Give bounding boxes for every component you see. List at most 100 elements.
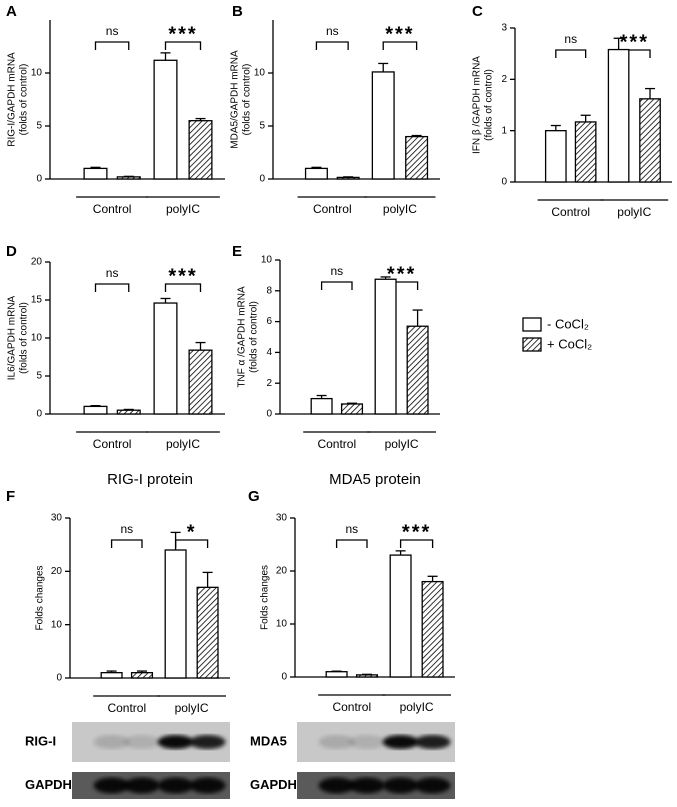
x-tick-label: polyIC [385,437,419,451]
x-tick-label: polyIC [175,701,209,715]
blot-band [93,777,130,794]
y-tick-label: 4 [266,347,272,358]
x-tick-label: polyIC [617,205,651,219]
blot-band [382,777,419,794]
y-axis-label: TNF α /GAPDH mRNA [237,286,248,388]
y-tick-label: 10 [31,68,43,79]
significance-bracket [320,281,353,290]
blot-band [349,777,385,794]
x-tick-label: Control [313,202,352,216]
y-tick-label: 10 [261,255,273,266]
x-tick-label: Control [332,700,371,714]
panel-letter: G [248,488,260,505]
panel-letter: A [6,3,17,20]
y-tick-label: 30 [51,513,63,524]
blot-band [157,777,194,794]
significance-label: *** [168,265,197,287]
blot-label: MDA5 [250,733,287,748]
significance-label: ns [564,32,577,46]
blot-band [414,735,451,749]
y-tick-label: 6 [266,316,272,327]
significance-label: *** [168,23,197,45]
significance-label: *** [402,521,431,543]
panel-letter: F [6,488,15,505]
bar [164,549,187,679]
x-tick-label: polyIC [166,437,200,451]
blot-band [414,777,451,794]
chart-title: RIG-I protein [107,471,193,488]
y-tick-label: 0 [56,673,62,684]
chart-title: MDA5 protein [329,471,421,488]
y-tick-label: 5 [36,121,42,132]
bar [405,135,429,180]
y-tick-label: 0 [281,672,287,683]
y-axis-label: RIG-I/GAPDH mRNA [7,52,18,147]
bar [100,672,123,679]
blot-band [124,777,160,794]
y-tick-label: 5 [259,121,265,132]
significance-label: ns [330,264,343,278]
legend-label: + CoCl₂ [547,336,592,351]
bar [371,71,395,180]
blot-band [189,735,226,749]
y-tick-label: 30 [276,513,288,524]
y-tick-label: 5 [36,371,42,382]
bar [325,671,348,678]
bar [389,554,412,678]
bar [574,121,597,183]
y-tick-label: 20 [31,257,43,268]
blot-label: GAPDH [250,777,297,792]
significance-label: ns [120,522,133,536]
blot-label: GAPDH [25,777,72,792]
bar [153,59,178,180]
significance-label: ns [345,522,358,536]
y-axis-label: (folds of control) [484,69,495,141]
y-axis-label: (folds of control) [242,64,253,136]
legend-swatch [522,337,542,352]
y-axis-label: MDA5/GAPDH mRNA [230,50,241,149]
bar [639,98,661,183]
x-tick-label: Control [551,205,590,219]
blot-band [93,735,130,749]
significance-bracket [382,41,418,50]
significance-bracket [399,539,434,548]
bar [116,409,141,415]
x-tick-label: Control [93,437,132,451]
panel-letter: E [232,243,242,260]
y-tick-label: 20 [51,566,63,577]
y-tick-label: 2 [501,74,507,85]
significance-bracket [315,41,349,50]
y-axis-label: Folds changes [35,565,46,630]
significance-label: *** [385,23,414,45]
significance-label: ns [106,24,119,38]
significance-label: ns [326,24,339,38]
bar [304,167,328,180]
blot-band [318,735,355,749]
bar [406,325,429,415]
y-tick-label: 10 [51,619,63,630]
panel-letter: C [472,3,483,20]
bar [355,674,379,678]
significance-bracket [94,41,130,50]
bar [607,48,630,183]
y-tick-label: 10 [254,68,266,79]
x-tick-label: Control [107,701,146,715]
y-tick-label: 0 [266,409,272,420]
significance-bracket [164,283,202,292]
x-tick-label: polyIC [400,700,434,714]
blot-band [349,735,385,749]
bar [188,349,213,415]
bar [153,302,178,415]
blot-band [318,777,355,794]
panel-letter: B [232,3,243,20]
blot-band [189,777,226,794]
y-axis-label: (folds of control) [19,64,30,136]
significance-bracket [164,41,202,50]
x-tick-label: Control [317,437,356,451]
blot-band [157,735,194,749]
y-tick-label: 0 [259,174,265,185]
y-tick-label: 2 [266,378,272,389]
significance-bracket [335,539,368,548]
bar [83,167,108,180]
